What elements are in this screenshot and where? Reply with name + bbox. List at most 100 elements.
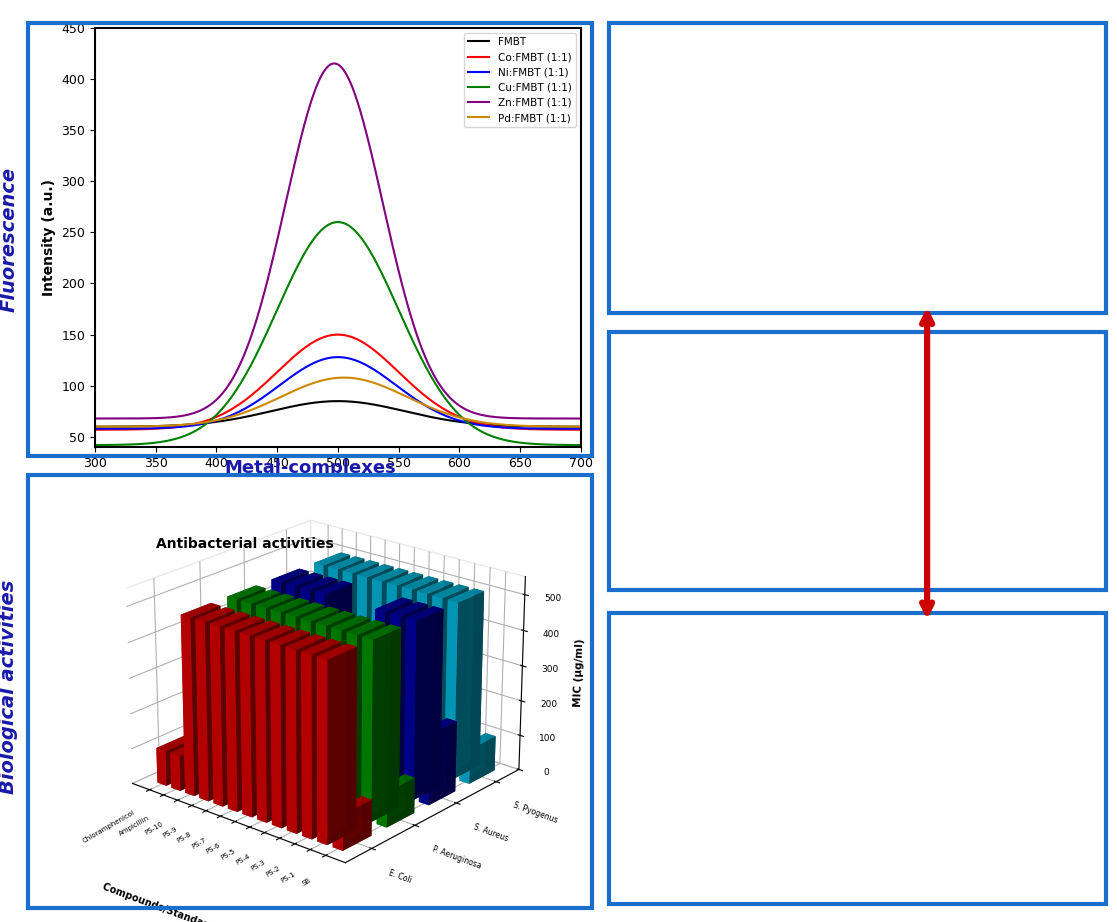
Circle shape (910, 746, 933, 771)
Circle shape (875, 419, 882, 432)
Circle shape (871, 482, 873, 487)
Circle shape (785, 393, 789, 400)
Circle shape (658, 819, 666, 828)
Circle shape (840, 744, 848, 753)
Circle shape (859, 450, 871, 472)
Ellipse shape (974, 700, 1016, 737)
Text: Metal-complexes: Metal-complexes (225, 459, 397, 478)
Circle shape (741, 381, 755, 409)
Circle shape (624, 195, 647, 221)
Circle shape (717, 704, 725, 713)
Circle shape (661, 459, 666, 467)
Circle shape (765, 418, 770, 426)
Circle shape (970, 762, 991, 788)
Co:FMBT (1:1) (487, 420, 500, 431)
Circle shape (660, 394, 671, 416)
Ellipse shape (827, 773, 888, 813)
Ni:FMBT (1:1) (563, 423, 576, 434)
FMBT (487, 420, 500, 431)
Ellipse shape (971, 177, 991, 194)
Line: Co:FMBT (1:1): Co:FMBT (1:1) (95, 335, 581, 430)
Co:FMBT (1:1) (379, 354, 392, 365)
Circle shape (709, 399, 720, 421)
Circle shape (658, 218, 666, 226)
Circle shape (739, 656, 750, 668)
Ellipse shape (856, 179, 908, 215)
Circle shape (688, 802, 695, 810)
Co:FMBT (1:1) (331, 329, 344, 340)
Ellipse shape (840, 781, 875, 804)
Ni:FMBT (1:1) (88, 423, 102, 434)
Circle shape (886, 127, 907, 152)
Ellipse shape (709, 64, 739, 89)
Circle shape (621, 833, 627, 839)
Co:FMBT (1:1) (352, 335, 365, 346)
Ellipse shape (957, 686, 1033, 751)
X-axis label: Wavelength (nm): Wavelength (nm) (270, 476, 405, 490)
Ellipse shape (1057, 120, 1101, 160)
Ellipse shape (736, 644, 860, 758)
Circle shape (640, 455, 652, 478)
Circle shape (633, 751, 641, 759)
Ni:FMBT (1:1) (379, 372, 392, 383)
Circle shape (663, 767, 670, 776)
Circle shape (791, 120, 799, 129)
Circle shape (920, 144, 942, 170)
Circle shape (1004, 746, 1025, 771)
Y-axis label: Intensity (a.u.): Intensity (a.u.) (41, 179, 56, 296)
Circle shape (655, 213, 676, 238)
Circle shape (617, 406, 620, 410)
Zn:FMBT (1:1) (88, 413, 102, 424)
Circle shape (627, 424, 639, 447)
Circle shape (861, 454, 866, 462)
Cu:FMBT (1:1) (88, 440, 102, 451)
Circle shape (660, 455, 671, 478)
Cu:FMBT (1:1) (574, 440, 588, 451)
Circle shape (617, 456, 620, 461)
Ellipse shape (953, 778, 978, 797)
Ni:FMBT (1:1) (352, 356, 365, 367)
Circle shape (744, 627, 750, 632)
Circle shape (876, 728, 898, 754)
Ellipse shape (698, 54, 751, 99)
Pd:FMBT (1:1) (563, 421, 576, 432)
Circle shape (724, 99, 745, 124)
Circle shape (812, 439, 817, 446)
Ellipse shape (877, 682, 916, 719)
Circle shape (731, 418, 734, 426)
Circle shape (783, 389, 794, 411)
Circle shape (804, 495, 808, 502)
Ni:FMBT (1:1) (331, 351, 344, 362)
Pd:FMBT (1:1) (574, 421, 588, 432)
Circle shape (660, 850, 666, 857)
Ellipse shape (943, 771, 989, 803)
Pd:FMBT (1:1) (322, 373, 335, 384)
Ellipse shape (911, 92, 951, 129)
Circle shape (695, 429, 699, 436)
Ni:FMBT (1:1) (574, 423, 588, 434)
Ellipse shape (1063, 125, 1095, 154)
Zn:FMBT (1:1) (574, 413, 588, 424)
Circle shape (1089, 782, 1095, 787)
Circle shape (780, 454, 783, 462)
Circle shape (660, 249, 666, 254)
FancyArrowPatch shape (923, 314, 932, 612)
Cu:FMBT (1:1) (331, 217, 344, 228)
Ellipse shape (748, 53, 887, 168)
Ellipse shape (729, 174, 789, 219)
Circle shape (744, 48, 774, 82)
Circle shape (764, 414, 775, 437)
Ellipse shape (956, 165, 1005, 206)
Ellipse shape (674, 662, 726, 706)
Ellipse shape (774, 678, 823, 724)
Circle shape (676, 429, 679, 436)
Cu:FMBT (1:1) (352, 230, 365, 241)
Circle shape (640, 394, 652, 416)
Circle shape (674, 424, 686, 447)
Circle shape (924, 148, 932, 158)
Circle shape (1082, 172, 1105, 198)
Line: Ni:FMBT (1:1): Ni:FMBT (1:1) (95, 357, 581, 429)
Circle shape (829, 450, 841, 472)
Circle shape (799, 464, 803, 472)
Circle shape (1075, 208, 1079, 215)
